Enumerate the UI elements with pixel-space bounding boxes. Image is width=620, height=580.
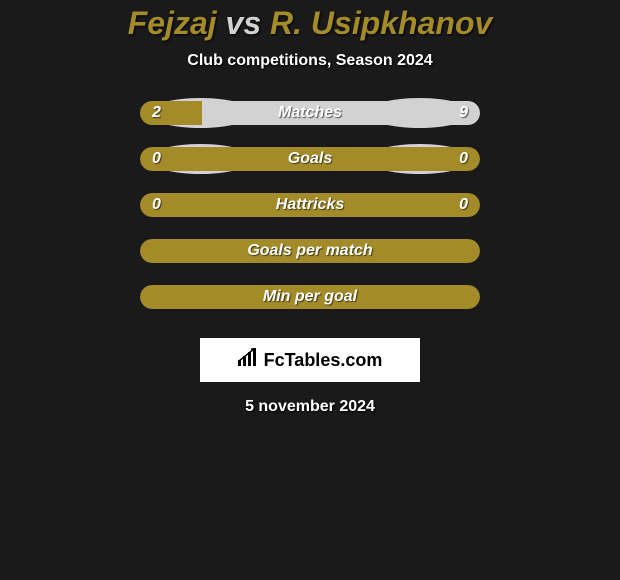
stat-bar: Goals per match xyxy=(140,239,480,263)
stat-value-player1: 0 xyxy=(152,150,161,168)
title-player2: R. Usipkhanov xyxy=(270,5,492,41)
comparison-infographic: Fejzaj vs R. Usipkhanov Club competition… xyxy=(0,0,620,416)
bar-fill-player1 xyxy=(140,101,202,125)
title-player1: Fejzaj xyxy=(128,5,217,41)
stat-label: Goals xyxy=(288,150,332,168)
stat-rows-container: 2 Matches 9 0 Goals 0 0 Hattricks 0 Goals per mat… xyxy=(140,100,480,330)
title-vs: vs xyxy=(226,5,262,41)
stat-value-player2: 0 xyxy=(459,196,468,214)
stat-label: Min per goal xyxy=(263,288,357,306)
signal-bars-icon xyxy=(238,348,260,372)
logo-text: FcTables.com xyxy=(264,350,383,371)
stat-value-player1: 0 xyxy=(152,196,161,214)
stat-row: 0 Goals 0 xyxy=(140,146,480,172)
stat-value-player2: 0 xyxy=(459,150,468,168)
stat-row: 0 Hattricks 0 xyxy=(140,192,480,218)
stat-row: 2 Matches 9 xyxy=(140,100,480,126)
stat-value-player2: 9 xyxy=(459,104,468,122)
stat-bar: Min per goal xyxy=(140,285,480,309)
stat-bar: 0 Hattricks 0 xyxy=(140,193,480,217)
date-label: 5 november 2024 xyxy=(245,398,375,416)
page-title: Fejzaj vs R. Usipkhanov xyxy=(128,5,493,42)
stat-label: Matches xyxy=(278,104,342,122)
stat-bar: 2 Matches 9 xyxy=(140,101,480,125)
stat-row: Goals per match xyxy=(140,238,480,264)
stat-value-player1: 2 xyxy=(152,104,161,122)
stat-label: Hattricks xyxy=(276,196,344,214)
subtitle: Club competitions, Season 2024 xyxy=(187,52,432,70)
stat-label: Goals per match xyxy=(247,242,372,260)
logo: FcTables.com xyxy=(238,348,383,372)
stat-row: Min per goal xyxy=(140,284,480,310)
logo-box: FcTables.com xyxy=(200,338,420,382)
stat-bar: 0 Goals 0 xyxy=(140,147,480,171)
